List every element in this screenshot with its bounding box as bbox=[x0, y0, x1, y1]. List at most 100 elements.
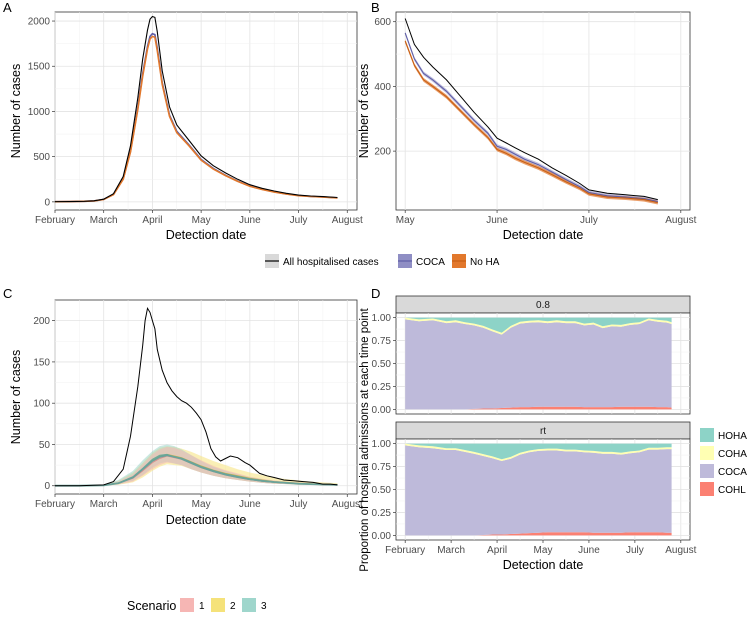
facet-bottom-xtick-label: July bbox=[626, 545, 644, 556]
legend-key-scenario-1 bbox=[180, 598, 194, 612]
panel-a-series-all-hospitalised bbox=[54, 15, 338, 203]
panel-c-plot bbox=[55, 306, 338, 487]
panel-c-xtick-label: March bbox=[90, 499, 118, 510]
facet-bottom-xtick-label: May bbox=[534, 545, 553, 556]
panel-b-grid bbox=[396, 12, 690, 210]
panel-c-ticks: February March April May June July August 0 50 10… bbox=[33, 316, 363, 510]
legend-label-scenario-2: 2 bbox=[230, 601, 236, 612]
panel-a-xtick-label: April bbox=[142, 215, 162, 226]
panel-a-xtick-label: May bbox=[192, 215, 211, 226]
legend-admission-type: HOHA COHA COCA COHL bbox=[700, 428, 747, 496]
legend-item-scenario-1: 1 bbox=[180, 598, 205, 612]
panel-c-observed-line bbox=[55, 306, 338, 487]
legend-ab: All hospitalised cases COCA No HA bbox=[265, 254, 500, 268]
panel-c-xtick-label: July bbox=[290, 499, 308, 510]
facet-top-ytick-label: 0.50 bbox=[372, 359, 392, 370]
panel-b-ticks: May June July August 200 400 600 bbox=[374, 17, 696, 226]
panel-a-xtick-label: June bbox=[239, 215, 261, 226]
legend-label-scenario-3: 3 bbox=[261, 601, 267, 612]
legend-item-noha: No HA bbox=[452, 254, 500, 268]
panel-c-ylabel: Number of cases bbox=[9, 350, 23, 444]
legend-item-coha: COHA bbox=[700, 446, 747, 460]
panel-b-series-coca bbox=[404, 32, 658, 203]
legend-scenario-title: Scenario bbox=[127, 599, 176, 613]
facet-bottom-xtick-label: March bbox=[437, 545, 465, 556]
panel-c-scenario-1-band bbox=[55, 446, 338, 486]
panel-c-xtick-label: May bbox=[192, 499, 211, 510]
strip-bottom-label: rt bbox=[540, 426, 546, 437]
panel-d-ylabel: Proportion of hospital admissions at eac… bbox=[359, 308, 371, 572]
panel-b-xtick-label: June bbox=[486, 215, 508, 226]
panel-a-xtick-label: August bbox=[332, 215, 363, 226]
panel-d: 0.8 rt 0.00 0.25 0.50 0.75 1.00 February March… bbox=[359, 295, 697, 572]
facet-bottom-ytick-label: 0.00 bbox=[372, 531, 392, 542]
panel-b-xtick-label: May bbox=[396, 215, 415, 226]
panel-c: February March April May June July August 0 50 10… bbox=[9, 299, 363, 527]
legend-item-scenario-3: 3 bbox=[242, 598, 267, 612]
panel-a-xtick-label: March bbox=[90, 215, 118, 226]
panel-b-plot bbox=[404, 18, 658, 205]
facet-top-ytick-label: 1.00 bbox=[372, 313, 392, 324]
panel-a-plot bbox=[54, 15, 338, 203]
facet-top-ytick-label: 0.00 bbox=[372, 405, 392, 416]
panel-c-ytick-label: 50 bbox=[39, 440, 51, 451]
legend-label-hoha: HOHA bbox=[718, 431, 747, 442]
legend-key-coha bbox=[700, 446, 714, 460]
legend-item-coca: COCA bbox=[398, 254, 445, 268]
panel-c-ytick-label: 200 bbox=[33, 316, 50, 327]
legend-item-all-hospitalised: All hospitalised cases bbox=[265, 254, 379, 268]
facet-bottom-plot bbox=[405, 443, 672, 536]
facet-top-ytick-label: 0.75 bbox=[372, 336, 392, 347]
panel-d-xlabel: Detection date bbox=[503, 558, 584, 572]
facet-bottom-ytick-label: 0.25 bbox=[372, 508, 392, 519]
panel-b-ytick-label: 200 bbox=[374, 147, 391, 158]
panel-a-ytick-label: 2000 bbox=[28, 17, 51, 28]
legend-key-scenario-3 bbox=[242, 598, 256, 612]
facet-bottom-xtick-label: February bbox=[385, 545, 425, 556]
legend-label-scenario-1: 1 bbox=[199, 601, 205, 612]
panel-a-ticks: February March April May June July August 0 500 1… bbox=[28, 17, 363, 226]
facet-bottom-xtick-label: June bbox=[578, 545, 600, 556]
panel-a-ytick-label: 500 bbox=[33, 152, 50, 163]
panel-c-xtick-label: April bbox=[142, 499, 162, 510]
legend-label-cohl: COHL bbox=[718, 485, 746, 496]
panel-c-xtick-label: June bbox=[239, 499, 261, 510]
legend-label-coca: COCA bbox=[416, 257, 445, 268]
legend-key-cohl bbox=[700, 482, 714, 496]
legend-label-noha: No HA bbox=[470, 257, 500, 268]
strip-top-label: 0.8 bbox=[536, 300, 550, 311]
panel-c-ytick-label: 100 bbox=[33, 399, 50, 410]
panel-letter-b: B bbox=[371, 0, 380, 15]
panel-b-ytick-label: 600 bbox=[374, 17, 391, 28]
facet-top-hoha-area bbox=[405, 317, 672, 333]
panel-b-xlabel: Detection date bbox=[503, 228, 584, 242]
legend-label-coha: COHA bbox=[718, 449, 747, 460]
facet-bottom-xtick-label: April bbox=[487, 545, 507, 556]
panel-c-ytick-label: 150 bbox=[33, 357, 50, 368]
facet-bottom-ytick-label: 0.50 bbox=[372, 485, 392, 496]
panel-c-xtick-label: February bbox=[35, 499, 75, 510]
panel-b-xtick-label: July bbox=[580, 215, 598, 226]
panel-letter-a: A bbox=[3, 0, 12, 15]
panel-b-xtick-label: August bbox=[665, 215, 696, 226]
panel-b-ylabel: Number of cases bbox=[357, 64, 371, 158]
panel-c-xlabel: Detection date bbox=[166, 513, 247, 527]
panel-a-ytick-label: 1500 bbox=[28, 62, 51, 73]
panel-b-ytick-label: 400 bbox=[374, 82, 391, 93]
facet-bottom-ytick-label: 1.00 bbox=[372, 439, 392, 450]
facet-bottom-cohl-area bbox=[405, 532, 672, 536]
facet-top-ytick-label: 0.25 bbox=[372, 382, 392, 393]
legend-scenario: Scenario 1 2 3 bbox=[127, 598, 267, 613]
facet-top-coha-area bbox=[405, 317, 672, 335]
panel-a-xtick-label: February bbox=[35, 215, 75, 226]
panel-b-series-all-hospitalised bbox=[404, 18, 658, 201]
legend-item-scenario-2: 2 bbox=[211, 598, 236, 612]
panel-a-xlabel: Detection date bbox=[166, 228, 247, 242]
legend-item-hoha: HOHA bbox=[700, 428, 747, 442]
facet-top-cohl-area bbox=[405, 406, 672, 410]
facet-bottom-ytick-label: 0.75 bbox=[372, 462, 392, 473]
facet-bottom-xtick-label: August bbox=[665, 545, 696, 556]
panel-a-grid bbox=[54, 12, 357, 210]
panel-a-series-no-ha bbox=[54, 35, 338, 203]
